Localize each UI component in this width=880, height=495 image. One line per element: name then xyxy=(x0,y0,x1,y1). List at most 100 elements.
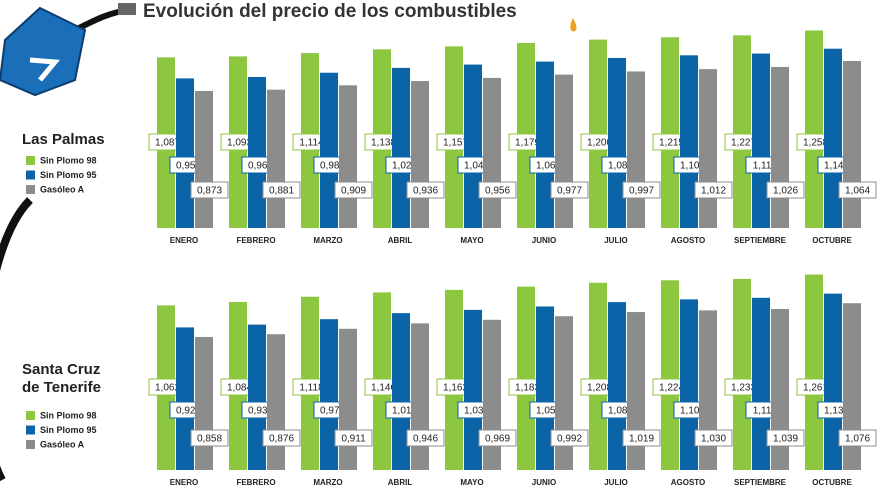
value-label: 1,111 xyxy=(753,161,777,172)
value-label: 1,083 xyxy=(608,406,633,417)
value-label: 1,026 xyxy=(773,186,798,197)
x-tick-label: MARZO xyxy=(313,478,342,487)
value-label: 1,215 xyxy=(659,138,684,149)
x-tick-label: FEBRERO xyxy=(236,236,275,245)
value-label: 1,084 xyxy=(227,383,252,394)
value-label: 0,956 xyxy=(485,186,510,197)
value-label: 1,183 xyxy=(515,383,540,394)
x-tick-label: SEPTIEMBRE xyxy=(734,236,787,245)
legend-label: Gasóleo A xyxy=(40,184,85,194)
x-tick-label: OCTUBRE xyxy=(812,236,852,245)
bar xyxy=(733,278,751,470)
bar xyxy=(824,293,842,470)
bar xyxy=(661,280,679,470)
value-label: 0,946 xyxy=(413,434,438,445)
value-label: 1,111 xyxy=(753,406,777,417)
x-tick-label: ENERO xyxy=(170,236,198,245)
value-label: 1,083 xyxy=(608,161,633,172)
value-label: 1,258 xyxy=(803,138,828,149)
value-label: 1,227 xyxy=(731,138,756,149)
bar xyxy=(752,53,770,229)
value-label-box xyxy=(190,181,229,199)
bar xyxy=(411,323,429,470)
bar xyxy=(176,78,194,228)
value-label: 1,157 xyxy=(443,138,468,149)
bar xyxy=(555,74,573,229)
bar xyxy=(320,319,338,470)
value-label: 1,060 xyxy=(536,161,561,172)
value-label: 0,997 xyxy=(629,186,654,197)
value-label: 1,146 xyxy=(371,383,396,394)
value-label-box xyxy=(406,429,445,447)
legend-swatch xyxy=(26,411,35,420)
bar xyxy=(195,90,213,229)
value-label: 1,118 xyxy=(299,383,324,394)
bar xyxy=(339,85,357,228)
value-label: 0,962 xyxy=(248,161,273,172)
value-label: 1,138 xyxy=(371,138,396,149)
value-label: 1,062 xyxy=(155,383,180,394)
value-label: 0,969 xyxy=(485,434,510,445)
value-label: 1,162 xyxy=(443,383,468,394)
value-label: 1,039 xyxy=(773,434,798,445)
chart-title: Evolución del precio de los combustibles xyxy=(143,1,517,22)
bar xyxy=(536,61,554,228)
value-label: 1,142 xyxy=(824,161,849,172)
legend-label: Sin Plomo 98 xyxy=(40,410,97,420)
bar xyxy=(411,81,429,228)
value-label: 0,876 xyxy=(269,434,294,445)
x-tick-label: ENERO xyxy=(170,478,198,487)
legend-label: Sin Plomo 98 xyxy=(40,155,97,165)
value-label: 0,920 xyxy=(176,406,201,417)
value-label: 0,909 xyxy=(341,186,366,197)
value-label-box xyxy=(550,181,589,199)
x-tick-label: JUNIO xyxy=(532,478,556,487)
bar xyxy=(733,35,751,229)
bar xyxy=(392,313,410,470)
value-label: 0,989 xyxy=(320,161,345,172)
value-label: 1,200 xyxy=(587,138,612,149)
bar xyxy=(752,297,770,470)
value-label: 0,911 xyxy=(341,434,366,445)
legend-title: Las Palmas xyxy=(22,131,105,148)
legend-swatch xyxy=(26,185,35,194)
value-label: 1,012 xyxy=(392,406,417,417)
value-label: 1,033 xyxy=(464,406,489,417)
value-label: 1,114 xyxy=(299,138,324,149)
pump-icon xyxy=(0,3,577,482)
bar xyxy=(680,55,698,228)
bar xyxy=(805,274,823,470)
bar xyxy=(699,69,717,228)
value-label-box xyxy=(478,429,517,447)
x-tick-label: ABRIL xyxy=(388,236,413,245)
bar xyxy=(824,48,842,229)
x-tick-label: SEPTIEMBRE xyxy=(734,478,787,487)
bar xyxy=(843,60,861,229)
value-label: 1,020 xyxy=(392,161,417,172)
x-tick-label: MAYO xyxy=(460,236,483,245)
legend-title: Santa Cruz de Tenerife xyxy=(22,361,101,396)
bar xyxy=(608,302,626,470)
value-label: 1,093 xyxy=(227,138,252,149)
value-label: 1,041 xyxy=(464,161,489,172)
legend-swatch xyxy=(26,156,35,165)
value-label: 1,055 xyxy=(536,406,561,417)
bar xyxy=(483,77,501,229)
value-label: 1,012 xyxy=(701,186,726,197)
value-label: 0,973 xyxy=(320,406,345,417)
value-label-box xyxy=(334,181,373,199)
value-label-box xyxy=(622,181,661,199)
value-label: 0,938 xyxy=(248,406,273,417)
value-label: 1,030 xyxy=(701,434,726,445)
legend-swatch xyxy=(26,425,35,435)
value-label-box xyxy=(766,181,805,199)
value-label: 0,881 xyxy=(269,186,294,197)
value-label-box xyxy=(262,181,301,199)
legend-label: Sin Plomo 95 xyxy=(40,170,97,180)
value-label: 1,138 xyxy=(824,406,849,417)
x-tick-label: ABRIL xyxy=(388,478,413,487)
legend-swatch xyxy=(26,170,35,180)
value-label: 1,076 xyxy=(845,434,870,445)
value-label: 0,873 xyxy=(197,186,222,197)
